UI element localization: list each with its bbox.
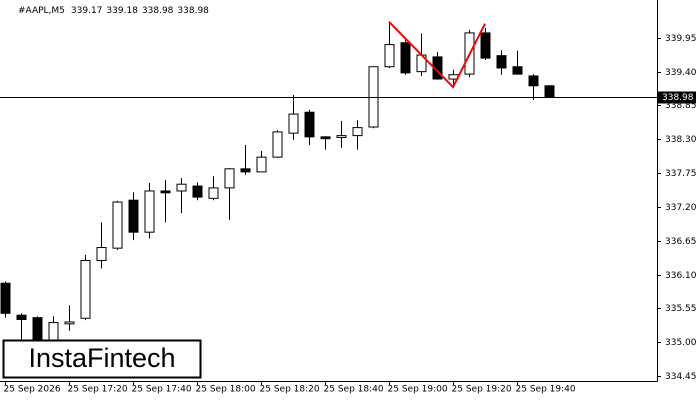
y-tick-label: 337.75 bbox=[665, 169, 697, 179]
header-low: 338.98 bbox=[142, 6, 174, 16]
candle-body bbox=[384, 44, 395, 68]
watermark-box bbox=[2, 339, 202, 379]
x-tick-label: 25 Sep 18:00 bbox=[196, 385, 256, 395]
candle-body bbox=[288, 113, 299, 134]
y-tick-label: 338.30 bbox=[665, 135, 697, 145]
candle-body bbox=[400, 42, 411, 74]
x-tick-label: 25 Sep 2026 bbox=[4, 385, 61, 395]
y-tick-label: 337.20 bbox=[665, 203, 697, 213]
candle-body bbox=[208, 187, 219, 199]
candle-body bbox=[496, 55, 507, 69]
candle-body bbox=[80, 259, 91, 319]
candle-body bbox=[192, 185, 203, 198]
symbol: #AAPL,M5 bbox=[18, 6, 65, 16]
candle-body bbox=[480, 32, 491, 59]
candle-body bbox=[256, 156, 267, 173]
candle-body bbox=[528, 75, 539, 87]
watermark: InstaFintech bbox=[28, 343, 175, 373]
x-tick-label: 25 Sep 19:00 bbox=[388, 385, 448, 395]
candle-body bbox=[128, 199, 139, 233]
x-tick-label: 25 Sep 19:20 bbox=[452, 385, 512, 395]
candle-body bbox=[144, 190, 155, 233]
x-tick-label: 25 Sep 18:20 bbox=[260, 385, 320, 395]
candle-body bbox=[160, 190, 171, 194]
candle-body bbox=[272, 131, 283, 158]
candle-body bbox=[0, 282, 11, 314]
x-tick-label: 25 Sep 17:40 bbox=[132, 385, 192, 395]
x-tick-label: 25 Sep 19:40 bbox=[516, 385, 576, 395]
candle-body bbox=[64, 321, 75, 325]
candle-body bbox=[240, 168, 251, 173]
candle-body bbox=[512, 66, 523, 75]
pattern-line bbox=[388, 21, 486, 89]
candle-body bbox=[112, 201, 123, 249]
x-tick-label: 25 Sep 17:20 bbox=[68, 385, 128, 395]
header: #AAPL,M5 339.17 339.18 338.98 338.98 bbox=[18, 6, 209, 16]
candle-body bbox=[352, 127, 363, 137]
current-price-box bbox=[658, 91, 696, 104]
candle-body bbox=[224, 168, 235, 189]
candle-body bbox=[48, 322, 59, 341]
candle-body bbox=[16, 314, 27, 320]
candle-body bbox=[96, 247, 107, 261]
y-tick-label: 335.00 bbox=[665, 338, 697, 348]
y-tick-label: 336.10 bbox=[665, 271, 697, 281]
y-tick-label: 339.40 bbox=[665, 68, 697, 78]
y-tick-label: 336.65 bbox=[665, 237, 697, 247]
header-open: 339.17 bbox=[71, 6, 103, 16]
y-tick-label: 334.45 bbox=[665, 372, 697, 382]
current-price-label: 338.98 bbox=[662, 93, 694, 103]
candle-body bbox=[368, 66, 379, 128]
candle-body bbox=[304, 111, 315, 138]
candle-body bbox=[176, 183, 187, 192]
header-close: 338.98 bbox=[177, 6, 209, 16]
candle-body bbox=[544, 85, 555, 98]
y-tick-label: 339.95 bbox=[665, 34, 697, 44]
header-high: 339.18 bbox=[106, 6, 138, 16]
x-tick-label: 25 Sep 18:40 bbox=[324, 385, 384, 395]
candle-body bbox=[336, 135, 347, 138]
y-tick-label: 335.55 bbox=[665, 304, 697, 314]
candle-body bbox=[32, 317, 43, 341]
candle-body bbox=[320, 136, 331, 140]
y-tick-label: 338.85 bbox=[665, 101, 697, 111]
